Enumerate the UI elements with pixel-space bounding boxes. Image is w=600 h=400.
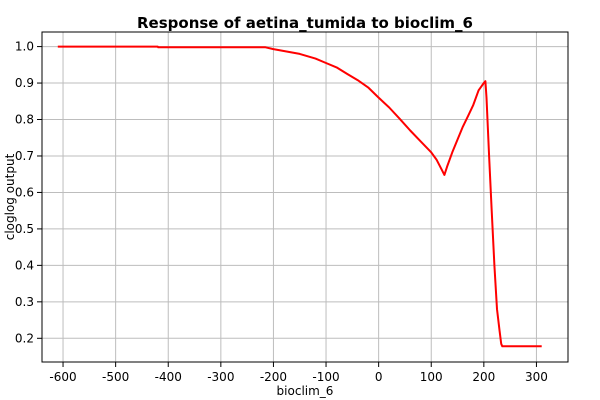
x-tick-label: 200 [472, 370, 495, 384]
y-tick-label: 0.2 [15, 331, 34, 345]
x-tick-label: 0 [375, 370, 383, 384]
x-tick-label: -200 [260, 370, 287, 384]
y-tick-label: 0.3 [15, 295, 34, 309]
x-tick-label: -300 [207, 370, 234, 384]
y-tick-label: 0.7 [15, 149, 34, 163]
plot-frame [41, 31, 569, 363]
y-tick-label: 0.6 [15, 185, 34, 199]
x-axis-label: bioclim_6 [277, 384, 334, 398]
x-tick-label: 300 [525, 370, 548, 384]
x-tick-label: -600 [49, 370, 76, 384]
y-tick-label: 0.4 [15, 258, 34, 272]
axis-ticks: -600 -500 -400 -300 -200 -100 0 100 200 300 0.2 0.3… [15, 40, 548, 384]
y-tick-label: 0.5 [15, 222, 34, 236]
x-tick-label: -400 [155, 370, 182, 384]
y-tick-label: 0.9 [15, 76, 34, 90]
response-curve-line [57, 45, 542, 348]
x-tick-label: -500 [102, 370, 129, 384]
plot-series [57, 45, 542, 348]
y-tick-label: 1.0 [15, 40, 34, 54]
grid-lines [42, 32, 568, 362]
x-tick-label: -100 [312, 370, 339, 384]
chart-title: Response of aetina_tumida to bioclim_6 [137, 14, 473, 32]
x-tick-label: 100 [420, 370, 443, 384]
y-axis-label: cloglog output [3, 153, 17, 240]
y-tick-label: 0.8 [15, 113, 34, 127]
